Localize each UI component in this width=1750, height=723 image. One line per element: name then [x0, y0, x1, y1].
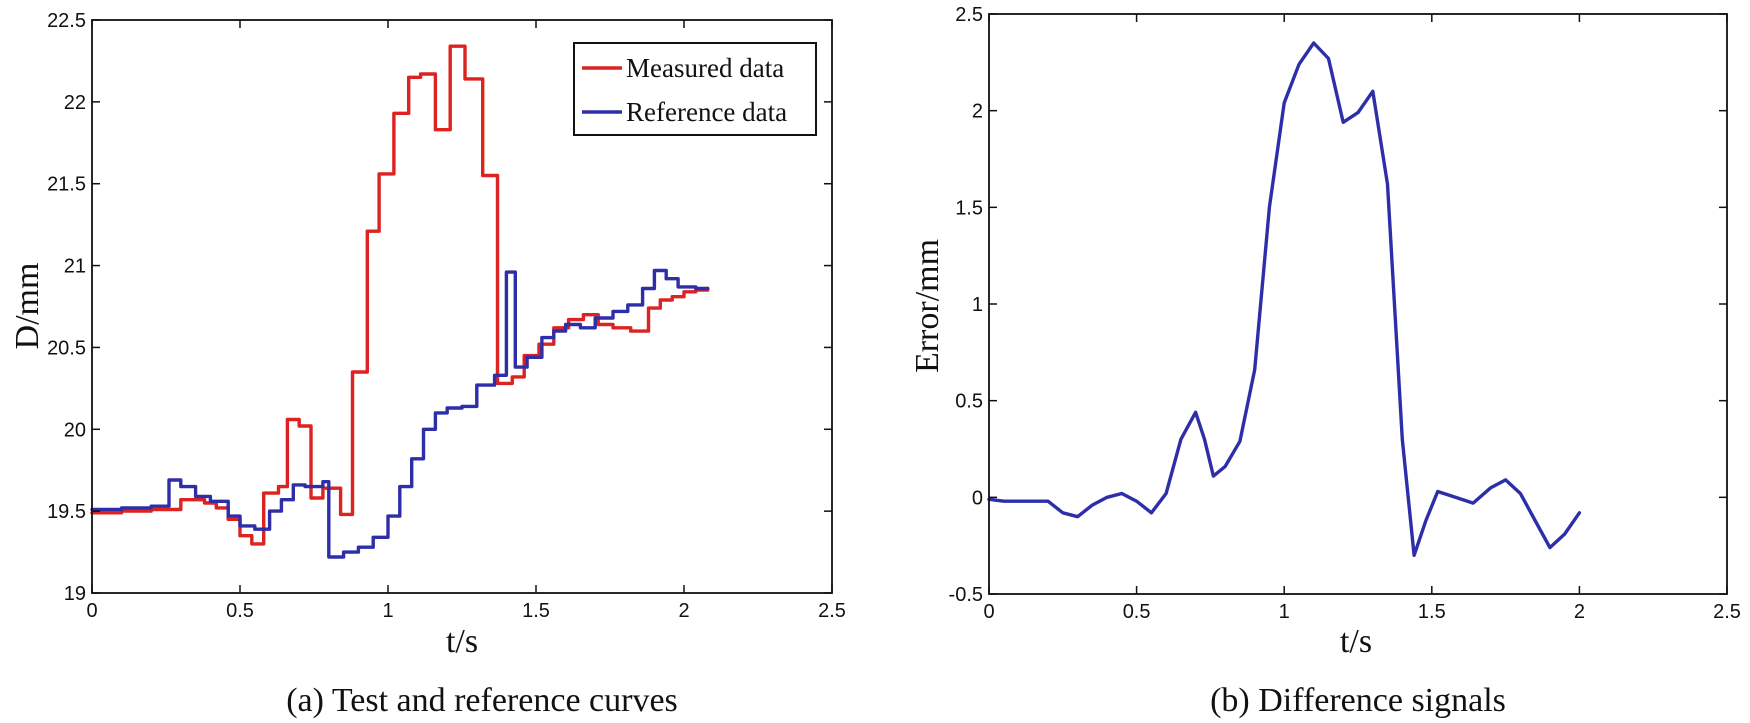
panel-b-x-tick-label: 0.5 — [1123, 601, 1151, 623]
panel-b-caption: (b) Difference signals — [1210, 682, 1506, 719]
legend-box — [573, 42, 817, 136]
panel-a-y-tick-label: 22.5 — [47, 10, 86, 32]
panel-a-y-ticks: 19 19.5 20 20.5 21 21.5 22 22.5 — [47, 10, 832, 605]
panel-a-x-tick-label: 1 — [382, 600, 393, 622]
panel-a-y-tick-label: 21.5 — [47, 174, 86, 196]
panel-a-y-axis-title: D/mm — [9, 263, 46, 350]
panel-b-y-tick-label: 2 — [972, 101, 983, 123]
panel-b-y-tick-label: 0.5 — [955, 391, 983, 413]
legend-label-reference-data: Reference data — [626, 97, 787, 127]
panel-a-x-ticks: 0 0.5 1 1.5 2 2.5 — [86, 20, 846, 622]
panel-b-x-axis-title: t/s — [1340, 623, 1372, 660]
panel-b-series-difference — [987, 41, 1582, 557]
panel-b-x-tick-label: 1.5 — [1418, 601, 1446, 623]
panel-a-series-measured-data — [90, 44, 710, 546]
panel-a-y-tick-label: 20 — [64, 419, 86, 441]
panel-b-y-ticks: -0.5 0 0.5 1 1.5 2 2.5 — [949, 4, 1727, 606]
legend-label-measured-data: Measured data — [626, 53, 784, 83]
panel-a-x-tick-label: 0 — [86, 600, 97, 622]
panel-b-axes-frame — [988, 13, 1728, 595]
panel-b-x-tick-label: 0 — [983, 601, 994, 623]
panel-b-y-tick-label: 0 — [972, 487, 983, 509]
panel-a-caption: (a) Test and reference curves — [286, 682, 678, 719]
panel-b-plot — [987, 41, 1582, 557]
panel-a-y-tick-label: 19 — [64, 583, 86, 605]
panel-b: 0 0.5 1 1.5 2 2.5 -0.500.511.522.5 t/s Error/… — [909, 4, 1741, 719]
panel-a-x-tick-label: 2 — [678, 600, 689, 622]
panel-a-x-tick-label: 1.5 — [522, 600, 550, 622]
panel-a-plot — [90, 44, 710, 559]
panel-b-x-ticks: 0 0.5 1 1.5 2 2.5 — [983, 14, 1741, 623]
panel-b-y-tick-label: 2.5 — [955, 4, 983, 26]
panel-b-y-axis-title: Error/mm — [909, 239, 946, 373]
panel-a-y-tick-label: 22 — [64, 92, 86, 114]
panel-b-x-tick-label: 2.5 — [1713, 601, 1741, 623]
panel-a-x-tick-label: 2.5 — [818, 600, 846, 622]
panel-a-legend: Measured data Reference data — [573, 42, 817, 136]
panel-a-y-tick-label: 21 — [64, 256, 86, 278]
panel-a-axes-frame — [91, 19, 833, 594]
panel-b-y-tick-label: -0.5 — [949, 584, 983, 606]
panel-b-y-tick-label: 1.5 — [955, 197, 983, 219]
panel-a-y-tick-label: 19.5 — [47, 501, 86, 523]
panel-b-x-tick-label: 1 — [1279, 601, 1290, 623]
panel-a-x-tick-label: 0.5 — [226, 600, 254, 622]
panel-a-y-tick-label: 20.5 — [47, 337, 86, 359]
panel-b-x-tick-label: 2 — [1574, 601, 1585, 623]
panel-b-y-tick-label: 1 — [972, 294, 983, 316]
panel-a-x-axis-title: t/s — [446, 623, 478, 660]
panel-a-series-reference-data — [90, 268, 710, 559]
